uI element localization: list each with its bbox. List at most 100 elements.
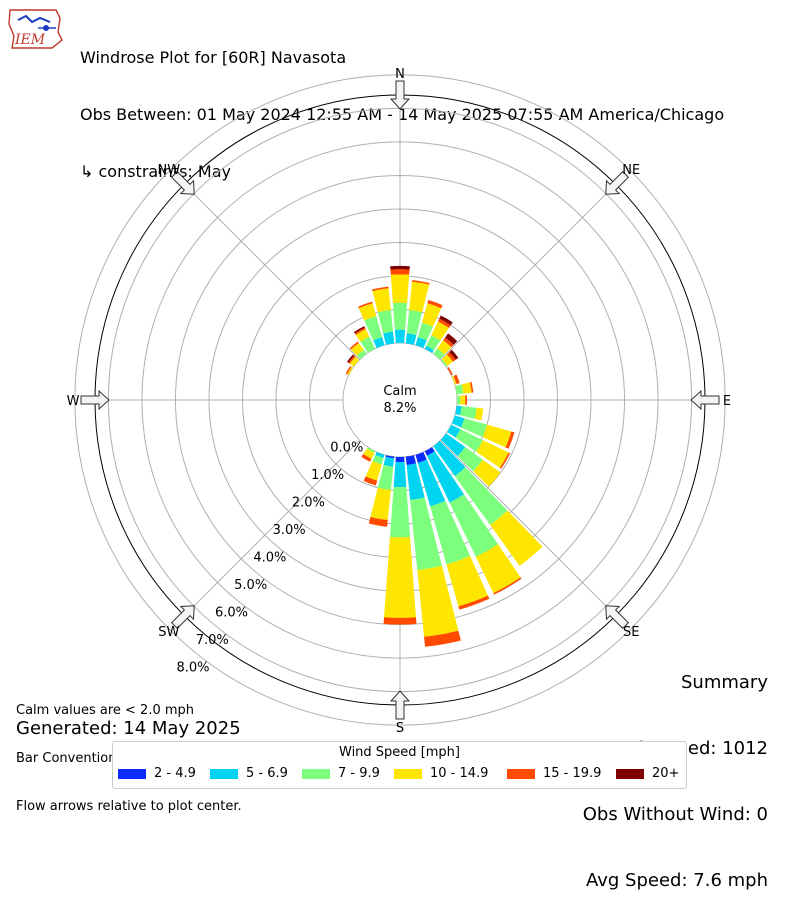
- windrose-bar: [365, 461, 382, 481]
- legend-item-20-plus: 20+: [616, 766, 679, 782]
- windrose-bars: [345, 265, 543, 647]
- windrose-bar: [417, 565, 459, 637]
- windrose-chart: 0.0% 1.0% 2.0% 3.0% 4.0% 5.0% 6.0% 7.0% 8.0% N NE…: [67, 67, 732, 736]
- flow-arrows-note: Flow arrows relative to plot center.: [16, 799, 242, 814]
- windrose-bar: [476, 440, 509, 468]
- flow-arrow-icon: [690, 389, 720, 411]
- windrose-bar: [475, 544, 521, 594]
- windrose-bar: [424, 345, 434, 353]
- windrose-bar: [405, 333, 417, 345]
- radial-tick-label: 0.0%: [330, 441, 363, 456]
- windrose-bar: [417, 459, 446, 507]
- windrose-bar: [456, 395, 461, 405]
- grid-spoke: [183, 183, 361, 361]
- windrose-bar: [431, 321, 449, 341]
- direction-label: N: [395, 67, 405, 82]
- windrose-bar: [437, 340, 452, 355]
- windrose-bar: [490, 510, 543, 566]
- windrose-bar: [505, 431, 515, 449]
- windrose-bar: [446, 555, 488, 607]
- windrose-bar: [350, 342, 364, 356]
- windrose-bar: [377, 309, 394, 334]
- flow-arrow-icon: [389, 690, 411, 720]
- windrose-bar: [433, 348, 445, 360]
- arrow-shape: [80, 389, 110, 411]
- windrose-bar: [439, 315, 453, 326]
- generated-date: Generated: 14 May 2025: [16, 718, 241, 739]
- arrow-shape: [389, 690, 411, 720]
- windrose-bar: [461, 418, 488, 438]
- windrose-bar: [443, 337, 454, 348]
- windrose-bar: [385, 455, 395, 459]
- windrose-bar: [455, 429, 483, 452]
- grid-spoke: [439, 183, 617, 361]
- windrose-bar: [349, 341, 359, 350]
- avg-speed: Avg Speed: 7.6 mph: [586, 870, 768, 891]
- flow-arrow-icon: [605, 170, 630, 195]
- windrose-bar: [393, 461, 407, 488]
- legend-swatch: [302, 768, 330, 779]
- grid-spoke: [439, 439, 617, 617]
- legend-swatch: [210, 768, 238, 779]
- windrose-bar: [451, 375, 457, 385]
- windrose-bar: [395, 456, 405, 463]
- radial-tick-label: 5.0%: [234, 578, 267, 593]
- windrose-bar: [390, 269, 410, 275]
- legend-item-5-6.9: 5 - 6.9: [210, 766, 288, 782]
- arrow-shape: [605, 605, 630, 630]
- legend-label: 2 - 4.9: [154, 766, 196, 781]
- arrow-shape: [389, 80, 411, 110]
- windrose-bar: [458, 595, 490, 610]
- windrose-bar: [377, 464, 394, 491]
- windrose-bar: [410, 497, 442, 571]
- windrose-bar: [372, 288, 391, 313]
- direction-label: NW: [157, 163, 180, 178]
- windrose-bar: [368, 516, 388, 527]
- windrose-bar: [499, 452, 511, 469]
- flow-arrow-icon: [170, 605, 195, 630]
- windrose-bar: [447, 367, 453, 376]
- windrose-bar: [451, 415, 465, 428]
- radial-tick-label: 1.0%: [311, 468, 344, 483]
- direction-label: SW: [158, 625, 179, 640]
- windrose-bar: [461, 382, 472, 394]
- radial-tick-label: 4.0%: [253, 550, 286, 565]
- legend-item-7-9.9: 7 - 9.9: [302, 766, 380, 782]
- direction-label: E: [723, 394, 731, 409]
- windrose-bar: [364, 316, 383, 341]
- windrose-bar: [370, 487, 391, 521]
- windrose-bar: [383, 617, 417, 625]
- arrow-shape: [170, 605, 195, 630]
- windrose-bar: [392, 302, 408, 330]
- windrose-bar: [440, 359, 448, 367]
- windrose-bar: [437, 318, 451, 328]
- radial-labels: 0.0% 1.0% 2.0% 3.0% 4.0% 5.0% 6.0% 7.0% 8.0%: [176, 441, 363, 676]
- legend-item-10-14.9: 10 - 14.9: [394, 766, 488, 782]
- windrose-bar: [453, 374, 460, 385]
- title-line-1: Windrose Plot for [60R] Navasota: [80, 48, 347, 67]
- windrose-bar: [356, 349, 367, 360]
- legend-item-15-19.9: 15 - 19.9: [507, 766, 601, 782]
- logo-text: IEM: [14, 32, 46, 48]
- summary-title: Summary: [681, 672, 768, 693]
- windrose-bar: [465, 395, 468, 405]
- plot-title: Windrose Plot for [60R] Navasota Obs Bet…: [80, 10, 724, 200]
- windrose-bar: [406, 463, 425, 501]
- windrose-bar: [346, 354, 355, 363]
- windrose-bar: [360, 336, 376, 353]
- windrose-bar: [430, 500, 471, 565]
- windrose-bar: [447, 424, 461, 438]
- legend-label: 15 - 19.9: [543, 766, 602, 781]
- windrose-bar: [358, 303, 377, 321]
- legend-label: 20+: [652, 766, 680, 781]
- windrose-bar: [449, 349, 459, 360]
- legend-swatch: [394, 768, 422, 779]
- windrose-bar: [473, 459, 501, 487]
- legend-label: 10 - 14.9: [430, 766, 489, 781]
- legend-title: Wind Speed [mph]: [339, 745, 460, 760]
- windrose-bar: [457, 447, 483, 472]
- windrose-bar: [412, 279, 430, 285]
- calm-value: 8.2%: [383, 401, 416, 416]
- windrose-bar: [383, 456, 395, 467]
- windrose-bar: [372, 455, 384, 465]
